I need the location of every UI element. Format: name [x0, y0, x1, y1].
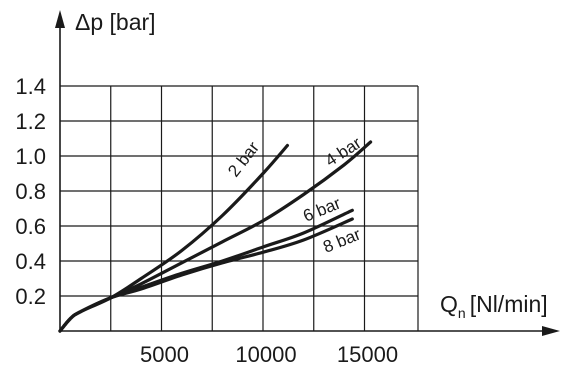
curve-8-bar: [58, 217, 354, 333]
y-axis-label: Δp [bar]: [75, 9, 156, 35]
y-tick-label: 1.2: [15, 109, 46, 134]
curve-2-bar: [58, 143, 289, 333]
y-tick-label: 0.2: [15, 284, 46, 309]
axes: [55, 10, 560, 336]
grid: [60, 85, 419, 331]
curve-label-6-bar: 6 bar: [300, 193, 343, 225]
x-axis-label-main: Q: [440, 291, 458, 317]
y-tick-label: 0.6: [15, 214, 46, 239]
curves: [58, 140, 373, 333]
tick-labels: 0.2 0.4 0.6 0.8 1.0 1.2 1.4 5000 10000 15000: [15, 74, 398, 367]
x-tick-label: 10000: [235, 342, 296, 367]
x-axis-label-sub: n: [458, 305, 466, 321]
x-tick-label: 5000: [140, 342, 189, 367]
y-tick-label: 1.0: [15, 144, 46, 169]
y-axis-arrow-icon: [55, 10, 65, 28]
x-axis-label-unit: [Nl/min]: [470, 291, 548, 317]
y-tick-label: 0.4: [15, 249, 46, 274]
curve-4-bar: [58, 140, 373, 333]
curve-label-2-bar: 2 bar: [224, 138, 263, 180]
y-tick-label: 0.8: [15, 179, 46, 204]
y-tick-label: 1.4: [15, 74, 46, 99]
x-axis-arrow-icon: [542, 326, 560, 336]
x-tick-label: 15000: [337, 342, 398, 367]
x-axis-label: Qn [Nl/min]: [440, 291, 548, 321]
